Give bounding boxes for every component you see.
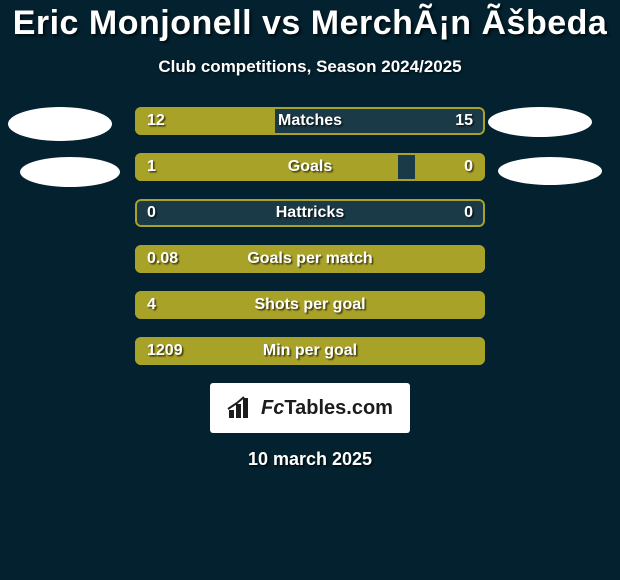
stat-value-right: 0 xyxy=(464,153,473,181)
stat-row: 4Shots per goal xyxy=(135,291,485,319)
player-oval-left-2 xyxy=(20,157,120,187)
stat-label: Min per goal xyxy=(135,337,485,365)
stat-label: Goals per match xyxy=(135,245,485,273)
stat-label: Shots per goal xyxy=(135,291,485,319)
page-root: Eric Monjonell vs MerchÃ¡n Ãšbeda Club c… xyxy=(0,0,620,580)
stat-value-right: 0 xyxy=(464,199,473,227)
stat-row: 0Hattricks0 xyxy=(135,199,485,227)
stat-value-right: 15 xyxy=(455,107,473,135)
stats-container: 12Matches151Goals00Hattricks00.08Goals p… xyxy=(135,107,485,365)
player-oval-right-1 xyxy=(488,107,592,137)
stat-row: 0.08Goals per match xyxy=(135,245,485,273)
date-text: 10 march 2025 xyxy=(0,449,620,470)
player-oval-left-1 xyxy=(8,107,112,141)
stat-label: Hattricks xyxy=(135,199,485,227)
stat-label: Matches xyxy=(135,107,485,135)
logo-bars-icon xyxy=(227,396,255,420)
page-subtitle: Club competitions, Season 2024/2025 xyxy=(0,57,620,77)
stat-row: 1209Min per goal xyxy=(135,337,485,365)
stat-label: Goals xyxy=(135,153,485,181)
stat-row: 12Matches15 xyxy=(135,107,485,135)
stat-row: 1Goals0 xyxy=(135,153,485,181)
comparison-arena: 12Matches151Goals00Hattricks00.08Goals p… xyxy=(0,107,620,470)
page-title: Eric Monjonell vs MerchÃ¡n Ãšbeda xyxy=(0,4,620,43)
fctables-logo: FcTables.com xyxy=(210,383,410,433)
logo-text-rest: Tables.com xyxy=(284,397,393,419)
logo-text-fc: Fc xyxy=(261,397,284,419)
player-oval-right-2 xyxy=(498,157,602,185)
logo-text: FcTables.com xyxy=(261,397,393,420)
